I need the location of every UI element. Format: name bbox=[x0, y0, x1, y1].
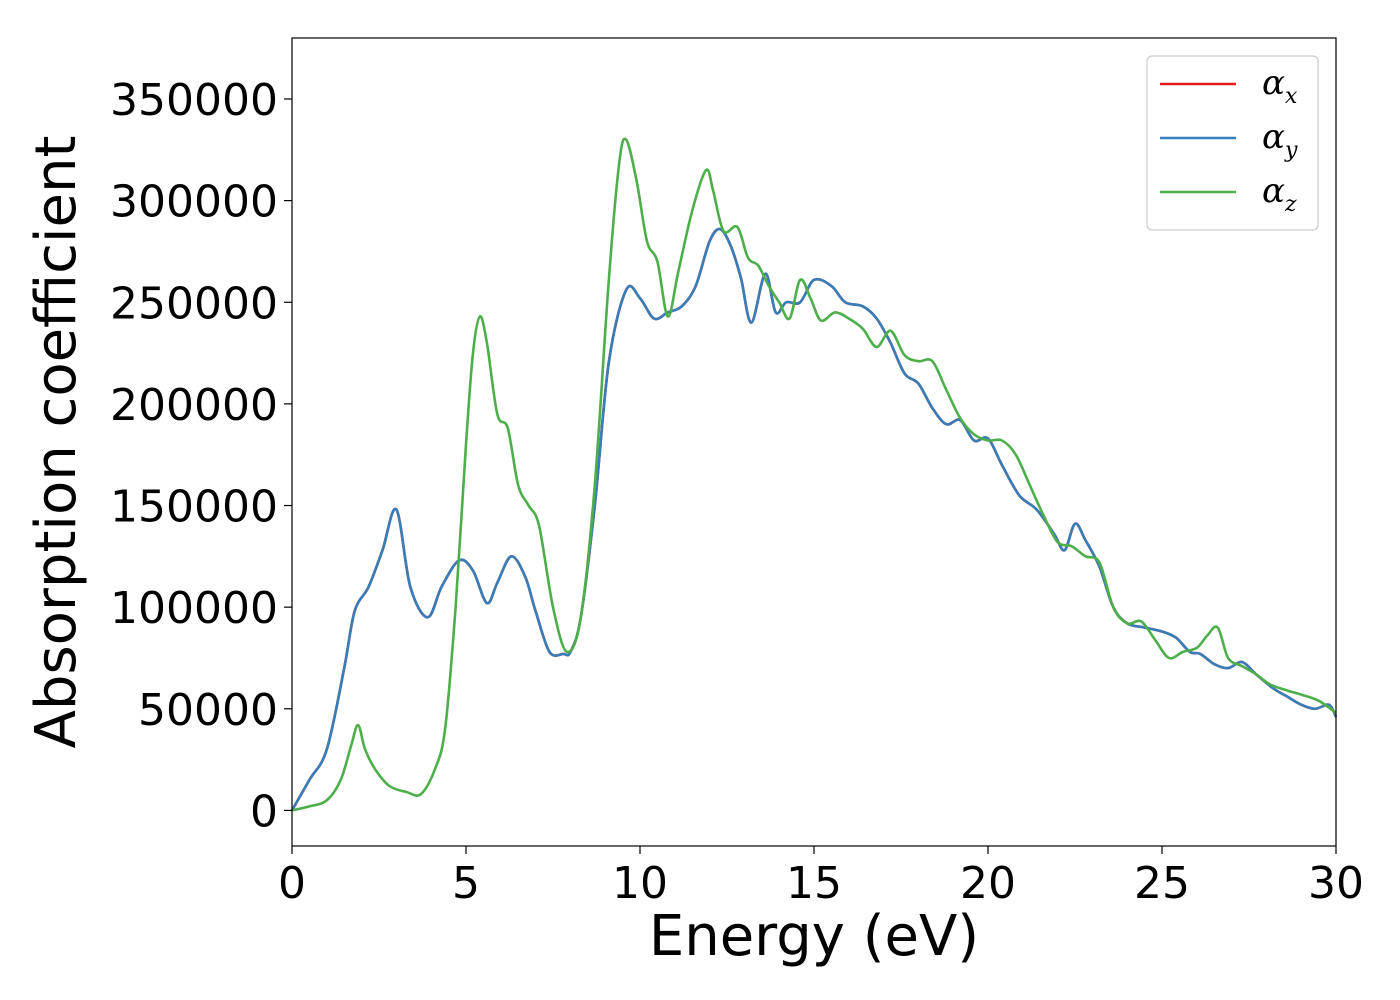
x-tick-label: 5 bbox=[452, 858, 480, 909]
x-axis-ticks: 0 5 10 15 20 25 30 bbox=[278, 846, 1364, 909]
x-tick-label: 0 bbox=[278, 858, 306, 909]
x-tick-label: 10 bbox=[612, 858, 668, 909]
y-tick-label: 200000 bbox=[110, 380, 278, 431]
y-tick-label: 100000 bbox=[110, 583, 278, 634]
y-tick-label: 300000 bbox=[110, 177, 278, 228]
series-line-y bbox=[290, 227, 1338, 812]
x-tick-label: 20 bbox=[960, 858, 1016, 909]
x-tick-label: 30 bbox=[1308, 858, 1364, 909]
x-axis-title: Energy (eV) bbox=[649, 904, 979, 969]
x-tick-label: 25 bbox=[1134, 858, 1190, 909]
y-tick-label: 350000 bbox=[110, 75, 278, 126]
y-axis-ticks: 0 50000 100000 150000 200000 250000 300000 3500… bbox=[110, 75, 292, 837]
legend-label-y: αy bbox=[1262, 117, 1298, 163]
series-line-z bbox=[291, 137, 1337, 812]
series-layer bbox=[290, 137, 1338, 812]
y-axis-title: Absorption coefficient bbox=[24, 136, 89, 749]
y-tick-label: 0 bbox=[250, 786, 278, 837]
y-tick-label: 150000 bbox=[110, 482, 278, 533]
y-tick-label: 250000 bbox=[110, 278, 278, 329]
y-tick-label: 50000 bbox=[138, 685, 278, 736]
legend-box bbox=[1146, 55, 1319, 231]
x-tick-label: 15 bbox=[786, 858, 842, 909]
